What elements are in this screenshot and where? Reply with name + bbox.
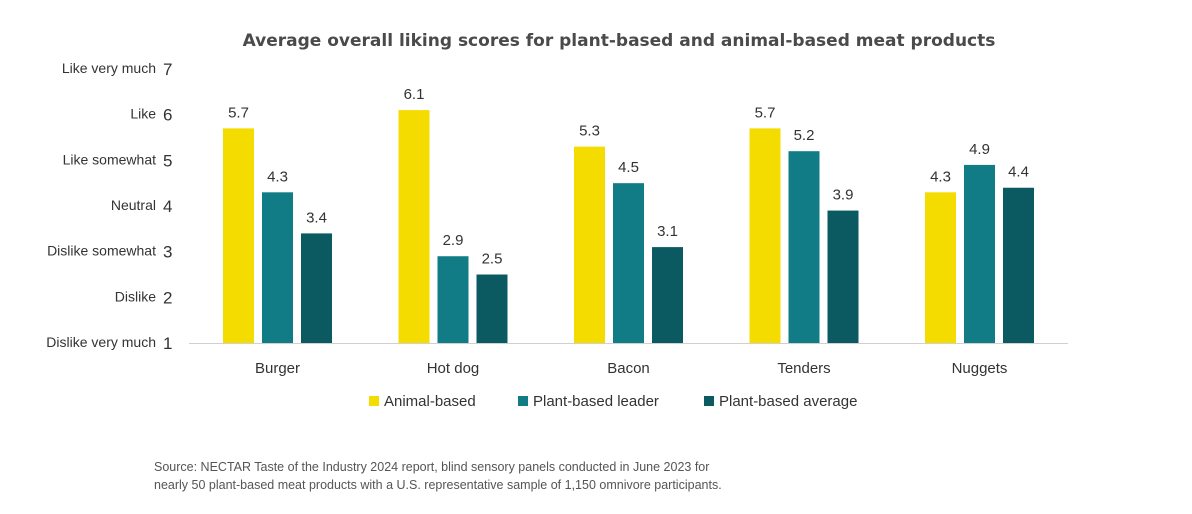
legend-swatch	[518, 396, 528, 406]
data-label: 4.3	[267, 168, 288, 185]
source-note: Source: NECTAR Taste of the Industry 202…	[154, 458, 834, 494]
y-tick-number: 1	[163, 334, 172, 353]
data-label: 6.1	[404, 86, 425, 103]
data-label: 5.2	[794, 127, 815, 144]
data-label: 4.9	[969, 141, 990, 158]
data-label: 4.4	[1008, 164, 1029, 181]
y-tick-label: Neutral	[111, 197, 156, 213]
legend-label: Plant-based average	[719, 393, 857, 410]
bar	[301, 233, 332, 343]
y-tick-number: 4	[163, 197, 172, 216]
data-label: 3.4	[306, 209, 327, 226]
data-label: 3.1	[657, 223, 678, 240]
y-tick-number: 6	[163, 106, 172, 125]
y-tick-number: 2	[163, 288, 172, 307]
y-tick-label: Like somewhat	[63, 151, 156, 167]
x-tick-label: Bacon	[607, 360, 650, 377]
y-tick-label: Dislike	[115, 288, 156, 304]
x-axis: Burger Hot dog Bacon Tenders Nuggets	[255, 360, 1007, 377]
data-label: 5.3	[579, 123, 600, 140]
data-label: 3.9	[833, 187, 854, 204]
data-label: 4.3	[930, 168, 951, 185]
data-label: 5.7	[755, 104, 776, 121]
bar	[925, 192, 956, 343]
legend-label: Animal-based	[384, 393, 476, 410]
x-tick-label: Burger	[255, 360, 300, 377]
bar	[827, 210, 859, 343]
x-tick-label: Nuggets	[952, 360, 1008, 377]
legend-swatch	[704, 396, 714, 406]
y-axis: Dislike very much 1 Dislike 2 Dislike somewh…	[46, 60, 172, 353]
data-label: 5.7	[228, 104, 249, 121]
bar	[398, 110, 430, 343]
y-tick-label: Like	[130, 106, 156, 122]
bar	[262, 192, 293, 343]
y-tick-label: Dislike very much	[46, 334, 156, 350]
legend-label: Plant-based leader	[533, 393, 659, 410]
bar	[964, 164, 995, 343]
bar	[613, 183, 644, 343]
bar	[1003, 187, 1034, 343]
bar	[574, 146, 605, 343]
bar	[788, 151, 820, 343]
y-tick-number: 3	[163, 243, 172, 262]
data-label: 2.9	[443, 232, 464, 249]
legend: Animal-based Plant-based leader Plant-base…	[369, 393, 857, 410]
bars: 5.7 4.3 3.4 6.1 2.9 2.5 5.3 4.5 3.1 5.7 5.2 3.9 4.3 4…	[223, 86, 1034, 343]
y-tick-number: 7	[163, 60, 172, 79]
bar	[749, 128, 781, 343]
data-label: 2.5	[482, 251, 503, 268]
x-tick-label: Hot dog	[427, 360, 480, 377]
bar	[476, 274, 508, 343]
source-line-2: nearly 50 plant-based meat products with…	[154, 478, 722, 492]
y-tick-label: Dislike somewhat	[47, 243, 156, 259]
bar	[652, 247, 683, 343]
bar	[437, 256, 469, 343]
data-label: 4.5	[618, 159, 639, 176]
bar	[223, 128, 254, 343]
y-tick-number: 5	[163, 151, 172, 170]
y-tick-label: Like very much	[62, 60, 156, 76]
legend-swatch	[369, 396, 379, 406]
chart-title: Average overall liking scores for plant-…	[243, 31, 996, 51]
x-tick-label: Tenders	[777, 360, 830, 377]
source-line-1: Source: NECTAR Taste of the Industry 202…	[154, 460, 710, 474]
